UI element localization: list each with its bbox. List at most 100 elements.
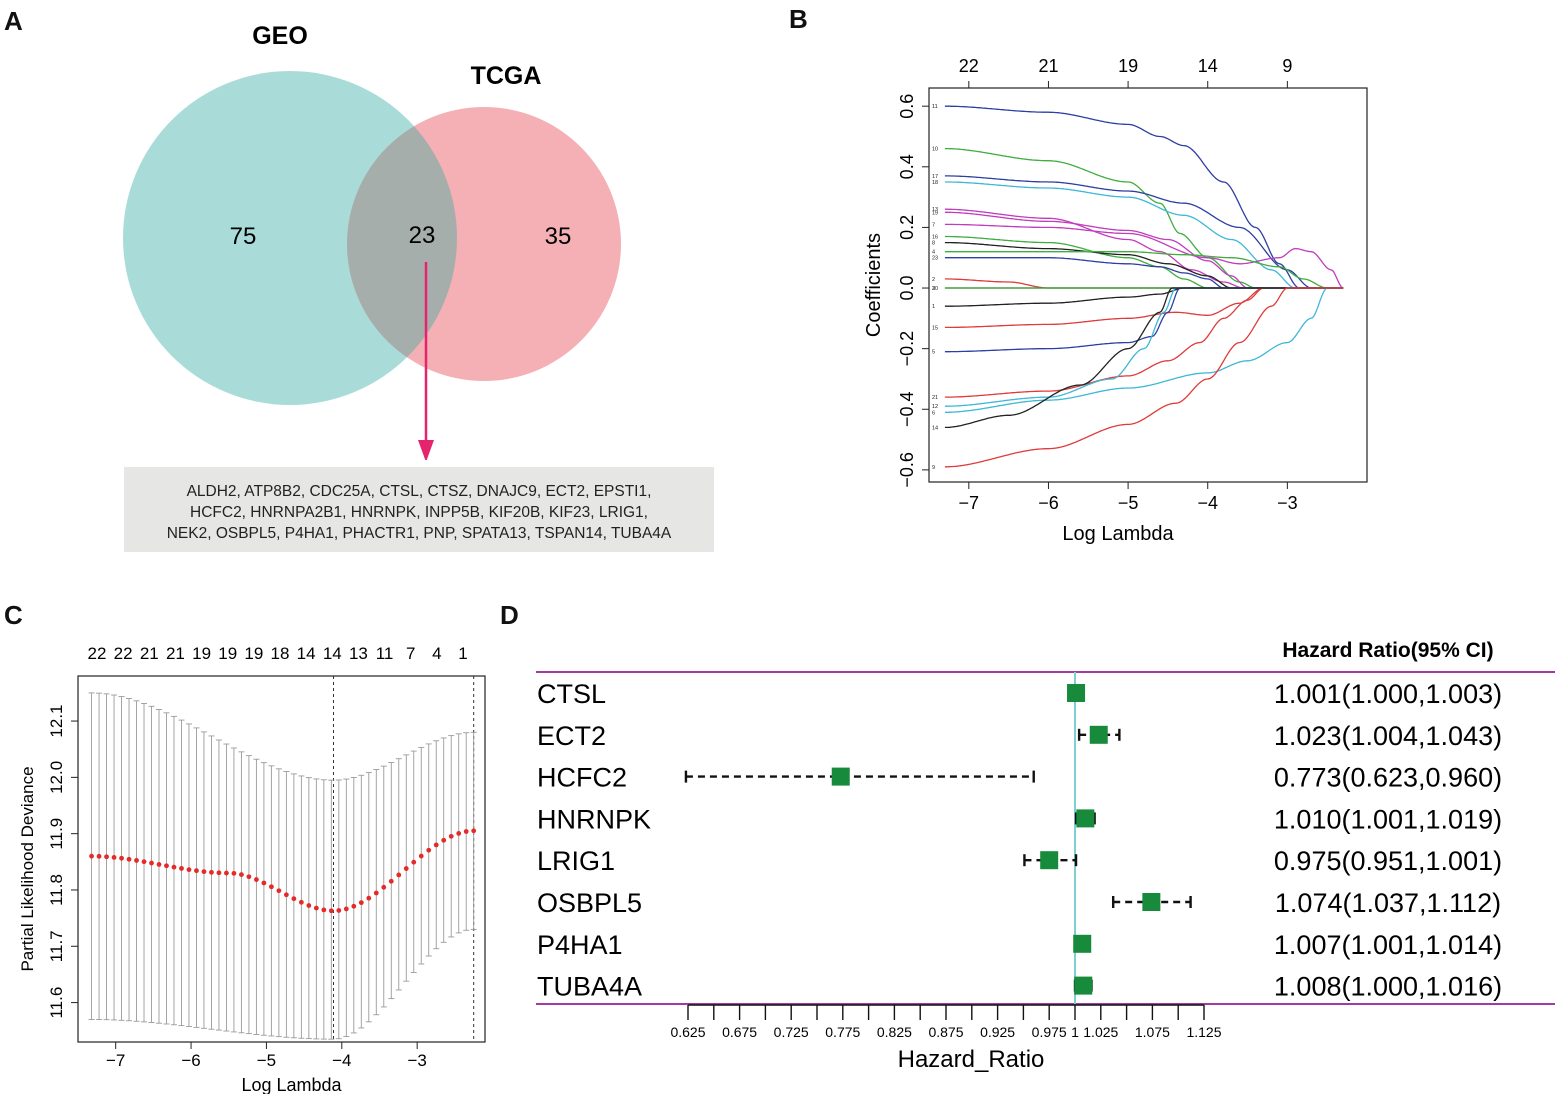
venn-geo-label: GEO <box>252 22 308 50</box>
panel-label-d: D <box>500 600 519 630</box>
deviance-mean-point <box>96 853 102 859</box>
x-tick-label: 1.125 <box>1186 1024 1221 1040</box>
y-tick-label: 12.1 <box>47 704 66 737</box>
y-tick-label: −0.4 <box>897 391 917 427</box>
coefficient-path-label: 20 <box>932 286 938 292</box>
coefficient-path-label: 7 <box>932 222 935 228</box>
coefficient-path-label: 19 <box>932 210 938 216</box>
deviance-mean-point <box>298 899 304 905</box>
deviance-mean-point <box>216 870 222 876</box>
coefficient-path-label: 16 <box>932 235 938 241</box>
top-axis-label: 1 <box>458 644 467 663</box>
deviance-mean-point <box>418 853 424 859</box>
coefficient-path-line <box>944 147 1344 289</box>
x-tick-label: −3 <box>1277 493 1298 513</box>
deviance-mean-point <box>343 906 349 912</box>
x-tick-label: 0.775 <box>825 1024 860 1040</box>
top-axis-label: 19 <box>218 644 237 663</box>
overlap-arrow-head <box>418 440 434 460</box>
panel-label-c: C <box>4 600 23 630</box>
coefficient-path-line <box>944 241 1344 289</box>
deviance-mean-point <box>276 888 282 894</box>
venn-geo-only-count: 75 <box>230 223 257 250</box>
hazard-ratio-ci-label: 1.010(1.001,1.019) <box>1274 804 1502 834</box>
panel-label-b: B <box>789 4 808 34</box>
x-tick-label: −7 <box>106 1051 125 1070</box>
deviance-mean-point <box>456 830 462 836</box>
y-tick-label: 0.6 <box>897 94 917 119</box>
gene-list-line: NEK2, OSBPL5, P4HA1, PHACTR1, PNP, SPATA… <box>166 525 672 542</box>
deviance-mean-point <box>351 903 357 909</box>
x-tick-label: −5 <box>1118 493 1139 513</box>
coefficient-path-label: 9 <box>932 465 935 471</box>
hazard-ratio-marker <box>1076 809 1095 828</box>
top-axis-label: 14 <box>323 644 342 663</box>
top-tick-label: 22 <box>959 56 979 76</box>
hazard-ratio-ci-label: 1.008(1.000,1.016) <box>1274 972 1502 1002</box>
x-tick-label: −5 <box>257 1051 276 1070</box>
deviance-mean-point <box>388 878 394 884</box>
x-tick-label: 1.075 <box>1135 1024 1170 1040</box>
gene-label: TUBA4A <box>537 972 642 1002</box>
x-tick-label: −3 <box>407 1051 426 1070</box>
panel-label-a: A <box>4 6 23 36</box>
coefficient-path-label: 21 <box>932 395 938 401</box>
y-tick-label: 0.0 <box>897 276 917 301</box>
deviance-mean-point <box>89 853 94 859</box>
y-tick-label: −0.6 <box>897 452 917 488</box>
deviance-mean-point <box>164 863 169 869</box>
top-axis-label: 11 <box>376 644 394 663</box>
coefficient-path-line <box>944 235 1344 289</box>
y-tick-label: 11.6 <box>47 987 66 1019</box>
deviance-mean-point <box>313 905 319 911</box>
y-tick-label: 12.0 <box>47 761 66 794</box>
deviance-mean-point <box>441 837 447 843</box>
x-axis-title: Log Lambda <box>241 1075 342 1094</box>
coefficient-path-label: 8 <box>932 241 935 247</box>
coefficient-path-label: 12 <box>932 404 938 410</box>
top-axis-label: 21 <box>140 644 159 663</box>
deviance-mean-point <box>373 890 379 896</box>
deviance-mean-point <box>126 856 132 862</box>
coefficient-path-line <box>944 287 1344 468</box>
top-axis-label: 4 <box>432 644 441 663</box>
coefficient-path-line <box>944 287 1344 329</box>
hazard-ratio-marker <box>1142 893 1161 911</box>
coefficient-path-line <box>944 175 1344 289</box>
top-axis-label: 14 <box>297 644 316 663</box>
hazard-ratio-ci-label: 1.007(1.001,1.014) <box>1274 930 1502 960</box>
gene-list-line: HCFC2, HNRNPA2B1, HNRNPK, INPP5B, KIF20B… <box>190 504 648 521</box>
deviance-mean-point <box>186 867 192 873</box>
coefficient-path-label: 23 <box>932 256 938 262</box>
deviance-mean-point <box>403 866 409 871</box>
coefficient-path-label: 5 <box>932 350 935 356</box>
venn-overlap-count: 23 <box>409 222 436 249</box>
top-axis-label: 13 <box>349 644 368 663</box>
y-tick-label: −0.2 <box>897 331 917 367</box>
x-tick-label: 0.975 <box>1032 1024 1067 1040</box>
gene-label: P4HA1 <box>537 930 623 960</box>
coefficient-path-line <box>944 251 1344 289</box>
x-axis-title: Hazard_Ratio <box>898 1046 1045 1073</box>
coefficient-path-line <box>944 257 1344 289</box>
top-axis-label: 21 <box>166 644 185 663</box>
deviance-mean-point <box>194 868 199 874</box>
deviance-mean-point <box>141 859 147 865</box>
deviance-mean-point <box>119 855 124 861</box>
gene-label: CTSL <box>537 679 606 709</box>
deviance-mean-point <box>209 869 214 875</box>
deviance-mean-point <box>381 884 387 890</box>
deviance-mean-point <box>283 892 289 898</box>
venn-overlap-region <box>347 107 457 381</box>
coefficient-path-label: 3 <box>932 286 935 292</box>
deviance-mean-point <box>336 908 342 913</box>
x-tick-label: 1 <box>1071 1024 1079 1040</box>
top-axis-label: 19 <box>192 644 211 663</box>
coefficient-path-label: 1 <box>932 304 935 310</box>
deviance-mean-point <box>104 854 109 860</box>
hazard-ratio-marker <box>1067 684 1086 702</box>
y-tick-label: 11.8 <box>47 874 66 906</box>
x-tick-label: −4 <box>332 1051 351 1070</box>
y-axis-title: Partial Likelihood Deviance <box>18 766 37 971</box>
top-axis-label: 22 <box>88 644 107 663</box>
